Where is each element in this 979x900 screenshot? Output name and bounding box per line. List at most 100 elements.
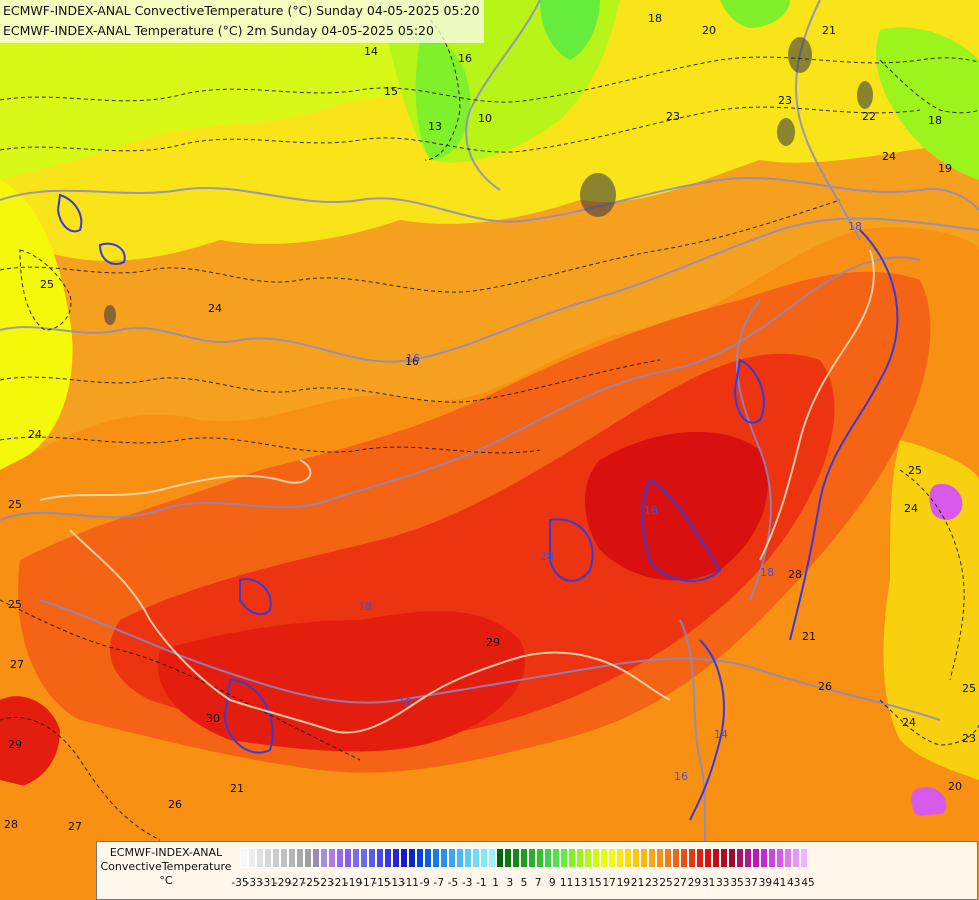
temp-label: 23 [666, 110, 680, 123]
colorbar-tick-label: 9 [549, 877, 556, 889]
colorbar-tick-label: -3 [461, 877, 473, 889]
colorbar-tick-label: 7 [534, 877, 542, 889]
colorbar-tick-label: -5 [447, 877, 459, 889]
colorbar-swatch [504, 848, 512, 868]
low-contour [223, 678, 274, 754]
temp-label: 24 [904, 502, 918, 515]
temp-label: 19 [938, 162, 952, 175]
colorbar-swatch [264, 848, 272, 868]
field-northeast-green [876, 27, 979, 181]
colorbar-tick-label: -13 [387, 877, 405, 889]
colorbar-swatch [704, 848, 712, 868]
colorbar-tick-label: 15 [588, 877, 602, 889]
hatched-areas [104, 37, 873, 325]
colorbar-swatch [736, 848, 744, 868]
temp-label: 25 [8, 598, 22, 611]
colorbar-tick-label: -31 [259, 877, 277, 889]
colorbar-tick-label: 35 [730, 877, 744, 889]
colorbar-swatch [744, 848, 752, 868]
colorbar-swatch [424, 848, 432, 868]
conv-contour [735, 299, 772, 601]
colorbar-swatch [784, 848, 792, 868]
colorbar-swatch [656, 848, 664, 868]
field-band-west-yellow [0, 180, 73, 470]
colorbar-swatch [608, 848, 616, 868]
colorbar-tick-label: -9 [419, 877, 430, 889]
colorbar-tick-label: -25 [302, 877, 320, 889]
low-contour [239, 578, 272, 616]
colorbar-tick-label: 13 [574, 877, 588, 889]
conv-label: 18 [358, 600, 372, 613]
colorbar-tick-label: 19 [616, 877, 631, 889]
legend-title-line2: ConvectiveTemperature [100, 860, 232, 873]
colorbar-tick-label: 23 [645, 877, 659, 889]
colorbar-tick-label: -15 [373, 877, 391, 889]
colorbar-swatch [560, 848, 568, 868]
legend-title: ECMWF-INDEX-ANAL ConvectiveTemperature °… [99, 846, 233, 888]
colorbar-tick-label: 31 [701, 877, 716, 889]
temp-label: 24 [208, 302, 222, 315]
colorbar-swatch [712, 848, 720, 868]
colorbar-tick-label: 45 [801, 877, 815, 889]
temp-label: 16 [458, 52, 472, 65]
colorbar-swatch [304, 848, 312, 868]
colorbar-swatch [256, 848, 264, 868]
conv-label: 18 [760, 566, 774, 579]
colorbar-swatch [328, 848, 336, 868]
field-band-green-core-2 [540, 0, 600, 60]
temp-label: 25 [962, 682, 976, 695]
colorbar-swatch [240, 848, 248, 868]
temp-label: 20 [948, 780, 962, 793]
temp-label: 28 [4, 818, 18, 831]
colorbar-swatch [272, 848, 280, 868]
colorbar-swatch [536, 848, 544, 868]
colorbar-tick-label: 21 [630, 877, 645, 889]
colorbar-swatch [248, 848, 256, 868]
conv-label: 29 [486, 636, 500, 649]
field-north-green-blob [720, 0, 790, 28]
colorbar-tick-label: 39 [758, 877, 773, 889]
colorbar-tick-label: -35 [231, 877, 249, 889]
colorbar-tick-label: -29 [274, 877, 292, 889]
colorbar-swatch [376, 848, 384, 868]
conv-label: 16 [674, 770, 688, 783]
colorbar-swatch [432, 848, 440, 868]
field-hottest-core [158, 611, 526, 752]
temp-contour [0, 359, 661, 403]
temp-label: 20 [702, 24, 716, 37]
colorbar-swatch [760, 848, 768, 868]
colorbar-tick-label: -33 [245, 877, 263, 889]
colorbar-tick-label: 33 [716, 877, 730, 889]
title-line-convective: ECMWF-INDEX-ANAL ConvectiveTemperature (… [3, 3, 480, 18]
colorbar-tick-label: -27 [288, 877, 306, 889]
colorbar-tick-label: -7 [433, 877, 445, 889]
colorbar-swatch [472, 848, 480, 868]
low-contour [641, 478, 722, 582]
conv-contour [795, 0, 861, 241]
temp-label: 24 [902, 716, 916, 729]
conv-label: 18 [848, 220, 862, 233]
field-southeast-purple-2 [911, 787, 947, 820]
temp-label: 24 [882, 150, 896, 163]
temp-label: 27 [68, 820, 82, 833]
colorbar-tick-label: 5 [520, 877, 528, 889]
conv-contour [0, 217, 979, 363]
colorbar-swatch [776, 848, 784, 868]
colorbar-swatch [544, 848, 552, 868]
conv-label: 28 [540, 550, 554, 563]
conv-label: 30 [206, 712, 220, 725]
colorbar-swatch [600, 848, 608, 868]
conv-contour [0, 176, 979, 223]
colorbar-swatch [400, 848, 408, 868]
temp-contour [0, 56, 979, 103]
title-line-temperature: ECMWF-INDEX-ANAL Temperature (°C) 2m Sun… [3, 23, 434, 38]
colorbar-swatch [720, 848, 728, 868]
conv-contour [465, 0, 541, 191]
legend-title-line1: ECMWF-INDEX-ANAL [109, 846, 223, 859]
convective-low-contours [56, 193, 899, 821]
hatch-blob [777, 118, 795, 146]
temp-contour [879, 699, 979, 746]
